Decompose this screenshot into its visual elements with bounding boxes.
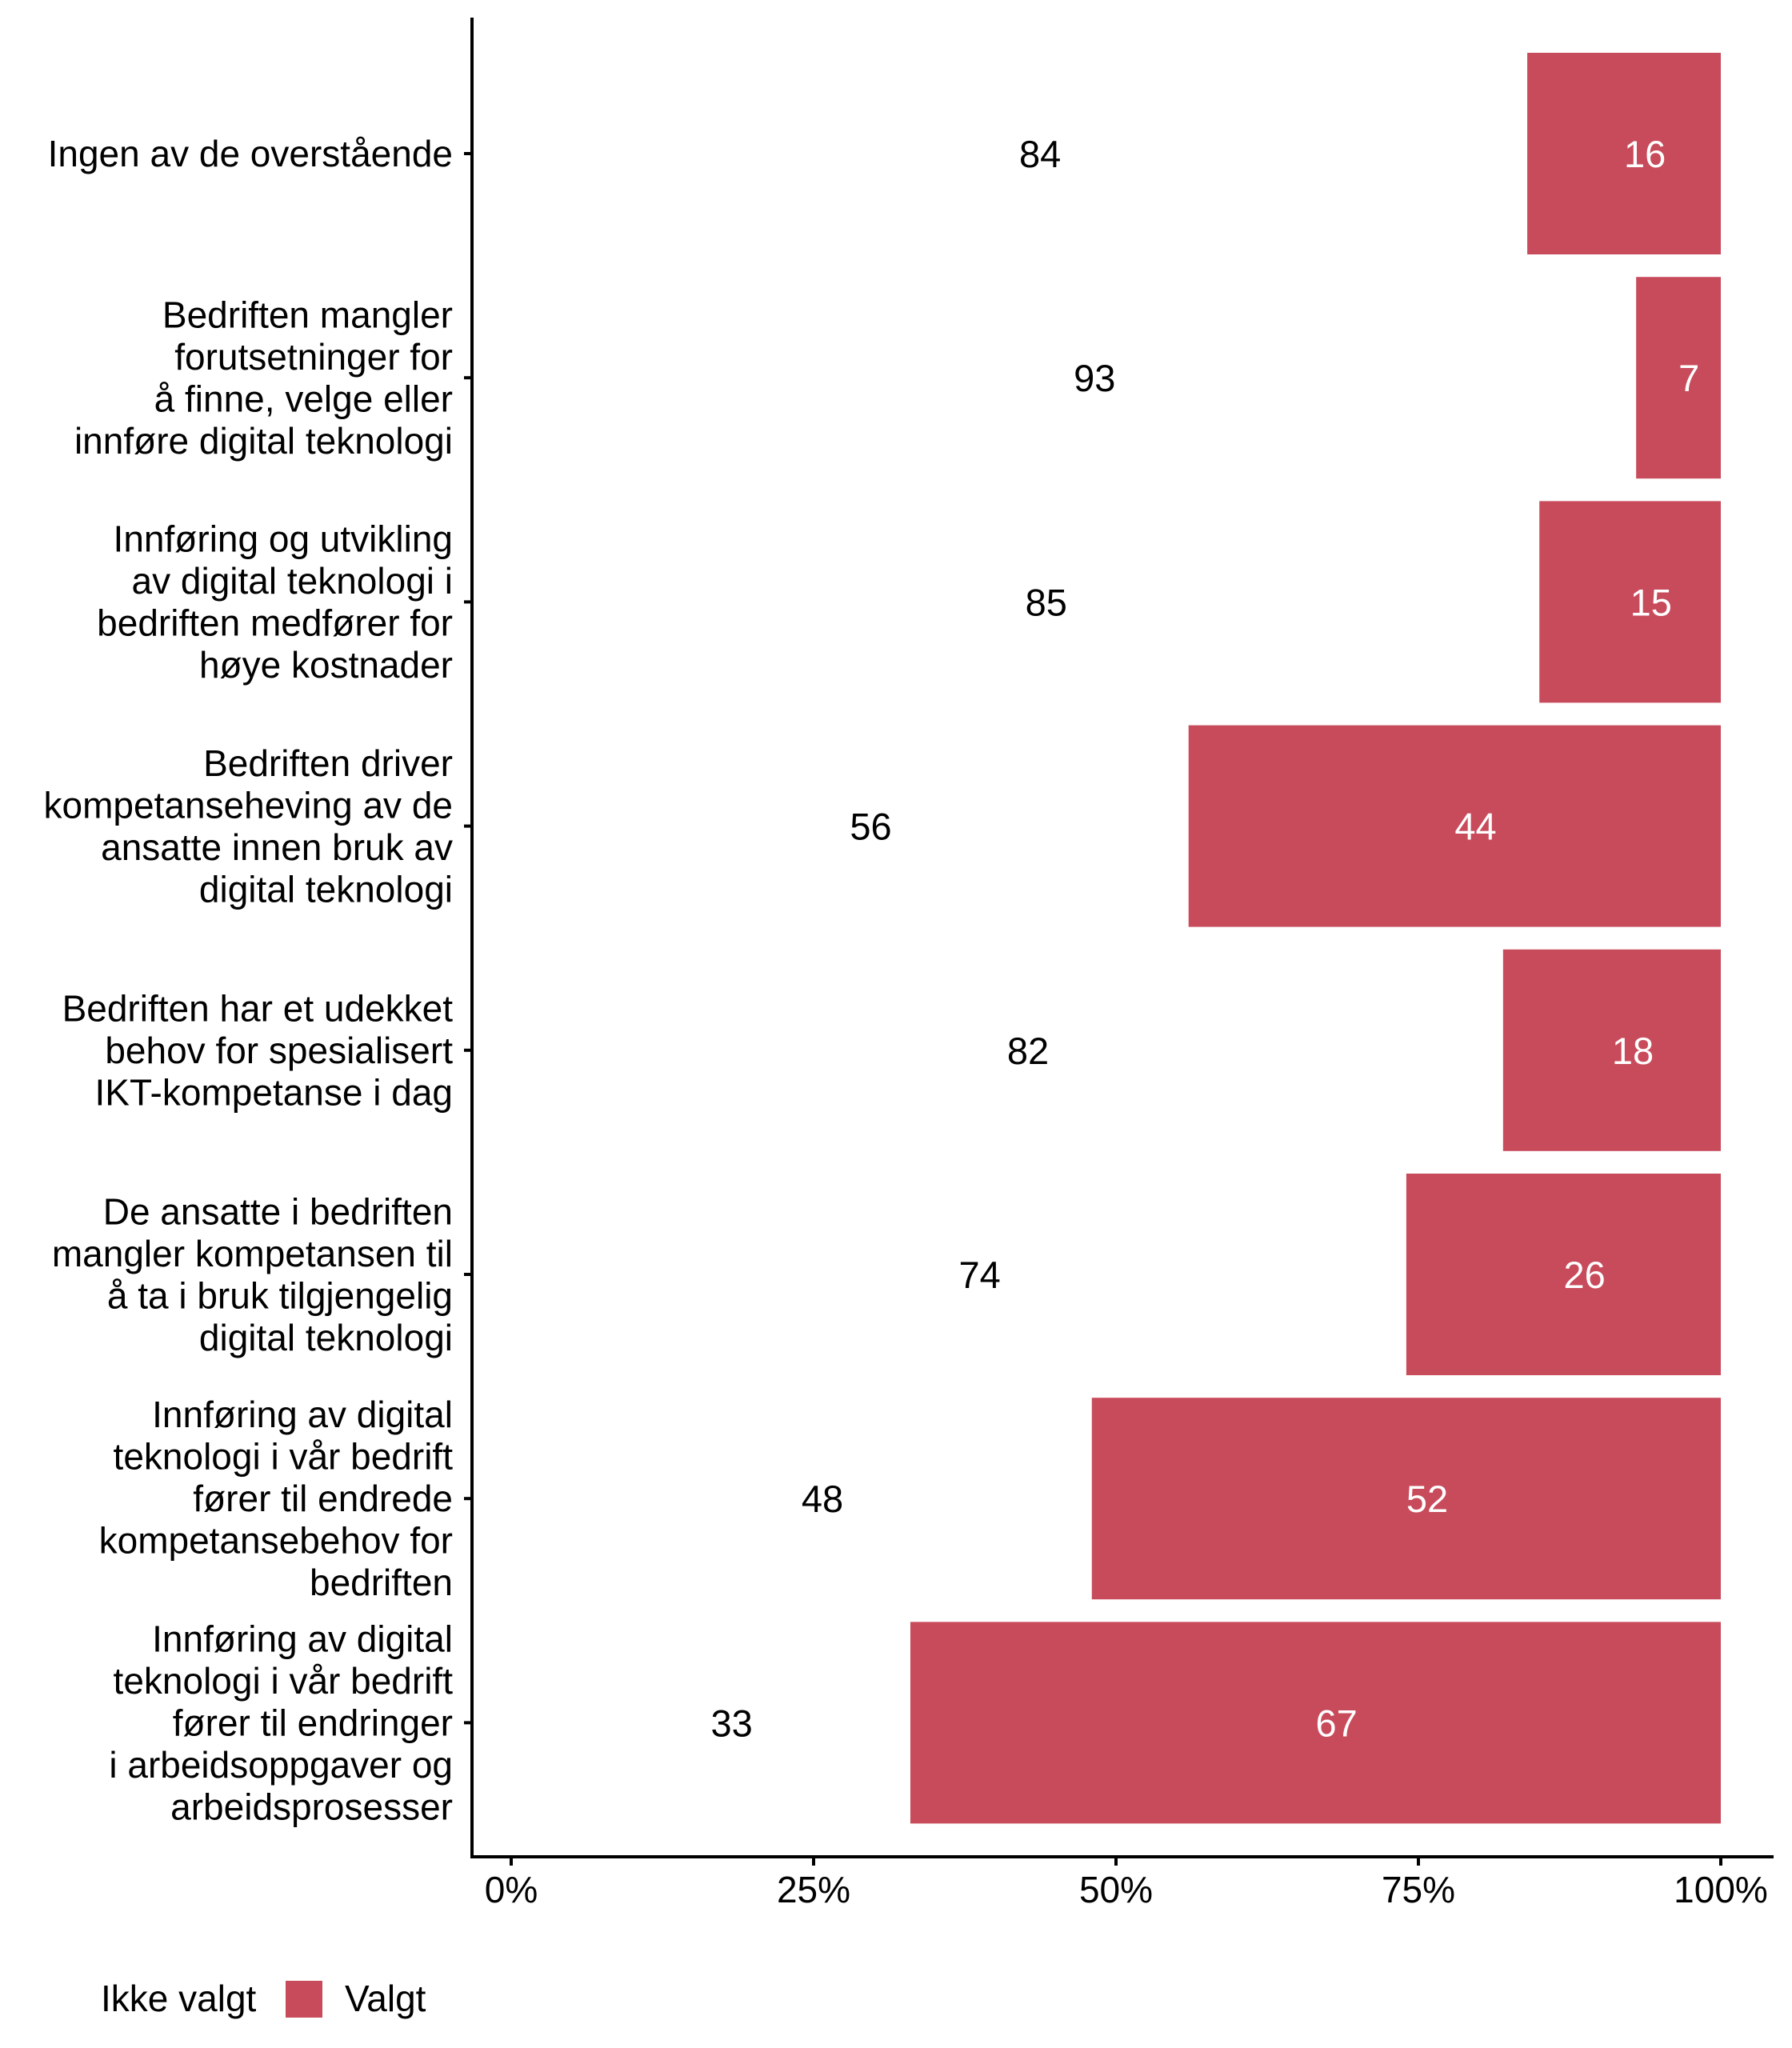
value-label-ikke-valgt-5: 74 [958,1254,1000,1296]
bar-valgt-6 [1091,1398,1721,1600]
category-label-line: å finne, velge eller [154,378,453,419]
legend: Ikke valgt Valgt [101,1978,426,2019]
category-label-line: kompetansebehov for [99,1520,453,1562]
category-label-line: teknologi i vår bedrift [114,1660,454,1702]
bar-ikke-valgt-6 [511,1398,1092,1600]
value-label-ikke-valgt-0: 84 [1019,133,1061,175]
category-label-line: fører til endringer [173,1702,453,1743]
category-label-0: Ingen av de overstående [48,133,453,174]
legend-label-valgt: Valgt [345,1978,426,2019]
category-label-line: fører til endrede [193,1478,453,1519]
value-label-valgt-6: 52 [1406,1478,1448,1520]
value-label-ikke-valgt-3: 56 [850,806,891,848]
x-axis: 0% 25% 50% 75% 100% [470,1855,1774,1910]
bar-ikke-valgt-0 [511,53,1528,254]
bar-ikke-valgt-2 [511,501,1540,703]
value-label-ikke-valgt-2: 85 [1026,581,1067,623]
category-label-line: De ansatte i bedriften [103,1190,453,1232]
category-label-line: Bedriften driver [203,742,453,784]
category-label-line: Bedriften har et udekket [62,987,454,1029]
category-label-line: digital teknologi [199,868,453,910]
category-label-line: digital teknologi [199,1317,453,1358]
value-label-valgt-7: 67 [1315,1702,1357,1744]
category-label-line: innføre digital teknologi [74,420,453,462]
category-label-line: å ta i bruk tilgjengelig [107,1274,453,1316]
category-label-line: Ingen av de overstående [48,133,453,174]
category-label-line: bedriften [310,1562,453,1603]
value-labels-layer: 84 16 93 7 85 15 56 44 82 18 74 26 48 52 33 67 [710,133,1699,1744]
x-tick-label-4: 100% [1674,1869,1768,1910]
category-label-line: behov for spesialisert [105,1030,453,1071]
value-label-valgt-4: 18 [1612,1030,1654,1072]
category-label-line: kompetanseheving av de [44,784,453,826]
bar-ikke-valgt-1 [511,277,1637,479]
value-label-ikke-valgt-1: 93 [1074,357,1115,399]
x-tick-label-3: 75% [1382,1869,1455,1910]
bar-valgt-0 [1527,53,1721,254]
value-label-valgt-1: 7 [1678,357,1699,399]
category-label-line: Innføring og utvikling [114,518,453,560]
bar-valgt-2 [1539,501,1721,703]
value-label-valgt-0: 16 [1624,133,1666,175]
legend-label-ikke-valgt: Ikke valgt [101,1978,257,2019]
x-tick-label-1: 25% [777,1869,850,1910]
x-tick-label-2: 50% [1079,1869,1153,1910]
y-axis: Ingen av de overstående Bedriften mangler… [44,18,474,1858]
category-label-line: forutsetninger for [174,336,453,378]
category-label-2: Innføring og utvikling av digital teknolo… [97,518,453,686]
category-label-line: i arbeidsoppgaver og [109,1744,453,1786]
category-label-line: bedriften medfører for [97,602,453,644]
category-label-1: Bedriften mangler forutsetninger for å fin… [74,294,453,462]
value-label-ikke-valgt-4: 82 [1007,1030,1049,1072]
bar-ikke-valgt-3 [511,725,1189,927]
value-label-valgt-5: 26 [1563,1254,1605,1296]
bar-ikke-valgt-4 [511,949,1503,1151]
bars-layer [511,53,1721,1824]
bar-ikke-valgt-7 [511,1622,910,1824]
category-label-line: arbeidsprosesser [170,1786,453,1827]
category-label-5: De ansatte i bedriften mangler kompetanse… [52,1190,453,1358]
bar-valgt-1 [1636,277,1721,479]
bar-valgt-7 [910,1622,1721,1824]
x-tick-label-0: 0% [485,1869,538,1910]
category-label-4: Bedriften har et udekket behov for spesia… [62,987,454,1113]
value-label-valgt-3: 44 [1454,806,1496,848]
category-label-line: Bedriften mangler [162,294,453,335]
category-label-7: Innføring av digital teknologi i vår bedr… [109,1618,453,1827]
legend-swatch-valgt [286,1981,322,2018]
bar-valgt-4 [1502,949,1721,1151]
category-label-line: Innføring av digital [152,1394,453,1435]
category-label-line: teknologi i vår bedrift [114,1436,454,1478]
category-label-3: Bedriften driver kompetanseheving av de an… [44,742,453,910]
bar-ikke-valgt-5 [511,1174,1406,1375]
category-label-line: mangler kompetansen til [52,1233,453,1274]
category-label-6: Innføring av digital teknologi i vår bedr… [99,1394,454,1603]
category-label-line: høye kostnader [199,644,453,686]
category-label-line: ansatte innen bruk av [101,826,453,868]
value-label-ikke-valgt-6: 48 [802,1478,843,1520]
bar-valgt-5 [1406,1174,1721,1375]
bar-valgt-3 [1188,725,1721,927]
category-label-line: av digital teknologi i [132,560,453,602]
category-label-line: IKT-kompetanse i dag [95,1071,453,1113]
value-label-ikke-valgt-7: 33 [710,1702,752,1744]
value-label-valgt-2: 15 [1630,581,1672,623]
category-label-line: Innføring av digital [152,1618,453,1659]
